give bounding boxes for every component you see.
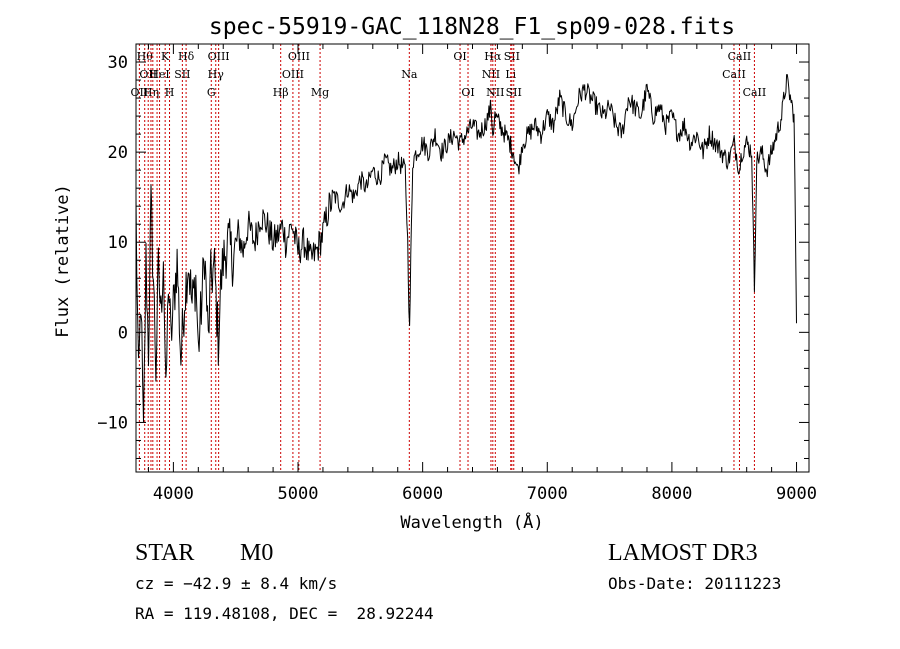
y-tick-label: 0 xyxy=(118,323,128,343)
spectrum-line xyxy=(135,74,797,423)
line-marker-label: G xyxy=(207,86,216,99)
line-marker-label: OII xyxy=(131,86,149,99)
line-marker-label: OI xyxy=(453,50,466,63)
line-marker-label: K xyxy=(161,50,170,63)
y-tick-label: 20 xyxy=(108,143,128,163)
line-marker-label: OI xyxy=(461,86,474,99)
object-class: STAR xyxy=(135,540,195,566)
y-tick-label: −10 xyxy=(97,413,128,433)
line-marker-label: SII xyxy=(506,86,522,99)
line-marker-label: Mg xyxy=(311,86,329,99)
line-marker-label: NII xyxy=(486,86,504,99)
x-tick-label: 8000 xyxy=(651,484,692,504)
survey-name: LAMOST DR3 xyxy=(608,540,758,566)
line-marker-label: Hη xyxy=(143,86,159,99)
line-marker-label: HeI xyxy=(149,68,169,81)
observation-date: Obs-Date: 20111223 xyxy=(608,574,782,593)
x-tick-label: 9000 xyxy=(776,484,817,504)
coordinates: RA = 119.48108, DEC = 28.92244 xyxy=(135,604,434,623)
line-marker-label: OIII xyxy=(282,68,304,81)
x-axis-label: Wavelength (Å) xyxy=(400,511,543,533)
line-marker-label: OIII xyxy=(288,50,310,63)
y-axis-label: Flux (relative) xyxy=(53,184,73,338)
redshift-cz: cz = −42.9 ± 8.4 km/s xyxy=(135,574,338,593)
line-marker-label: Li xyxy=(505,68,516,81)
line-marker-label: Hγ xyxy=(208,68,225,81)
line-marker-label: Hδ xyxy=(178,50,195,63)
line-marker-label: Hθ xyxy=(137,50,154,63)
line-marker-label: H xyxy=(165,86,175,99)
plot-frame xyxy=(135,43,810,473)
line-marker-label: Na xyxy=(401,68,418,81)
line-marker-label: NII xyxy=(482,68,500,81)
line-marker-label: Hβ xyxy=(273,86,289,99)
y-axis: −10 0 10 20 30 xyxy=(97,43,809,459)
x-axis: 4000 5000 6000 7000 8000 9000 xyxy=(147,44,817,504)
line-marker-label: CaII xyxy=(722,68,746,81)
y-tick-label: 30 xyxy=(108,53,128,73)
line-marker-label: CaII xyxy=(728,50,752,63)
line-marker-label: OIII xyxy=(208,50,230,63)
line-marker-label: CaII xyxy=(743,86,767,99)
x-tick-label: 6000 xyxy=(402,484,443,504)
x-tick-label: 7000 xyxy=(527,484,568,504)
chart-title: spec-55919-GAC_118N28_F1_sp09-028.fits xyxy=(209,14,735,40)
object-subclass: M0 xyxy=(240,540,274,566)
spectrum-series xyxy=(135,74,797,423)
line-marker-label: SII xyxy=(504,50,520,63)
line-marker-label: SII xyxy=(174,68,190,81)
y-tick-label: 10 xyxy=(108,233,128,253)
x-tick-label: 4000 xyxy=(153,484,194,504)
x-tick-label: 5000 xyxy=(278,484,319,504)
line-marker-label: Hα xyxy=(484,50,502,63)
